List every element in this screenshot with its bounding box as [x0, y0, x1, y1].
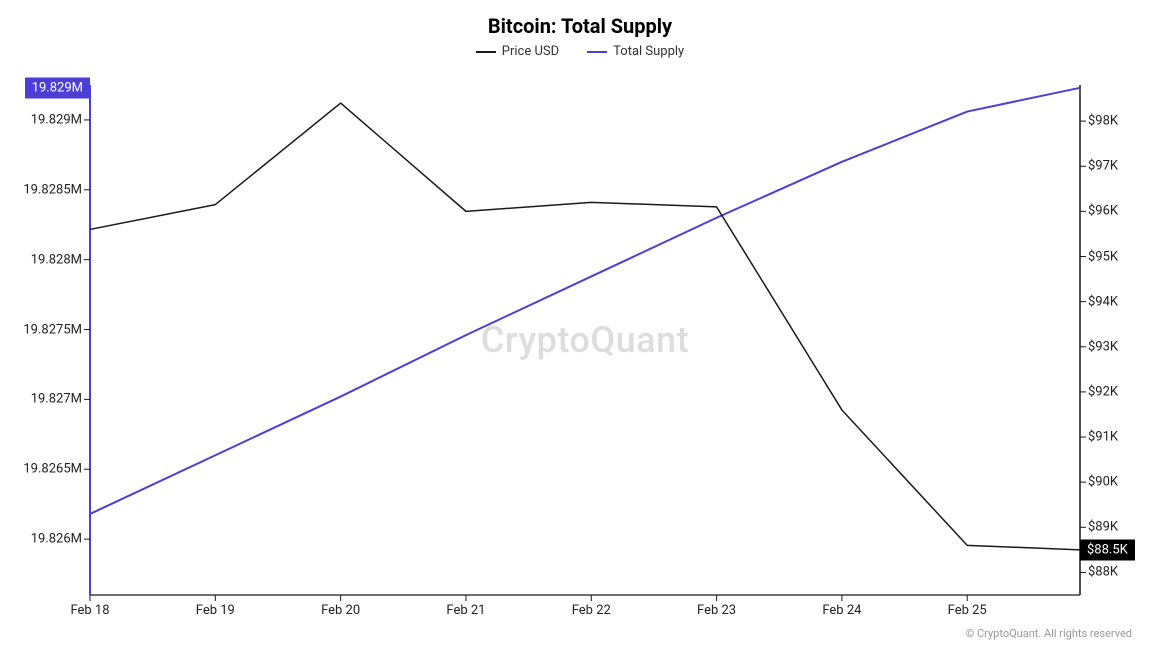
x-tick-label: Feb 21 — [446, 595, 485, 618]
chart-title: Bitcoin: Total Supply — [0, 0, 1160, 38]
y-right-tick-label: $96K — [1080, 204, 1118, 219]
y-right-tick-label: $92K — [1080, 384, 1118, 399]
x-tick-label: Feb 22 — [572, 595, 611, 618]
x-tick-label: Feb 19 — [196, 595, 235, 618]
y-right-tick-label: $95K — [1080, 249, 1118, 264]
y-left-tick-label: 19.828M — [31, 252, 90, 267]
value-badge-price: $88.5K — [1080, 539, 1135, 560]
y-right-tick-label: $97K — [1080, 159, 1118, 174]
y-left-tick-label: 19.8265M — [23, 462, 90, 477]
x-tick-label: Feb 25 — [948, 595, 987, 618]
y-right-tick-label: $88K — [1080, 565, 1118, 580]
legend-label-price: Price USD — [502, 44, 559, 59]
y-right-tick-label: $98K — [1080, 114, 1118, 129]
x-tick-label: Feb 24 — [822, 595, 861, 618]
legend-swatch-supply — [587, 51, 607, 53]
y-right-tick-label: $89K — [1080, 520, 1118, 535]
plot-svg — [90, 85, 1080, 595]
value-badge-supply: 19.829M — [25, 77, 90, 98]
y-right-tick-label: $91K — [1080, 430, 1118, 445]
chart-legend: Price USD Total Supply — [0, 44, 1160, 59]
y-left-tick-label: 19.826M — [31, 532, 90, 547]
y-right-tick-label: $94K — [1080, 294, 1118, 309]
y-left-tick-label: 19.829M — [31, 112, 90, 127]
x-tick-label: Feb 20 — [321, 595, 360, 618]
x-tick-label: Feb 18 — [70, 595, 109, 618]
plot-area: CryptoQuant Feb 18Feb 19Feb 20Feb 21Feb … — [90, 85, 1080, 595]
y-right-tick-label: $90K — [1080, 475, 1118, 490]
chart-container: Bitcoin: Total Supply Price USD Total Su… — [0, 0, 1160, 646]
chart-footer: © CryptoQuant. All rights reserved — [966, 627, 1132, 640]
x-tick-label: Feb 23 — [697, 595, 736, 618]
legend-item-price: Price USD — [476, 44, 559, 59]
y-left-tick-label: 19.827M — [31, 392, 90, 407]
legend-swatch-price — [476, 51, 496, 53]
y-left-tick-label: 19.8275M — [23, 322, 90, 337]
y-right-tick-label: $93K — [1080, 339, 1118, 354]
y-left-tick-label: 19.8285M — [23, 182, 90, 197]
legend-label-supply: Total Supply — [613, 44, 684, 59]
legend-item-supply: Total Supply — [587, 44, 684, 59]
